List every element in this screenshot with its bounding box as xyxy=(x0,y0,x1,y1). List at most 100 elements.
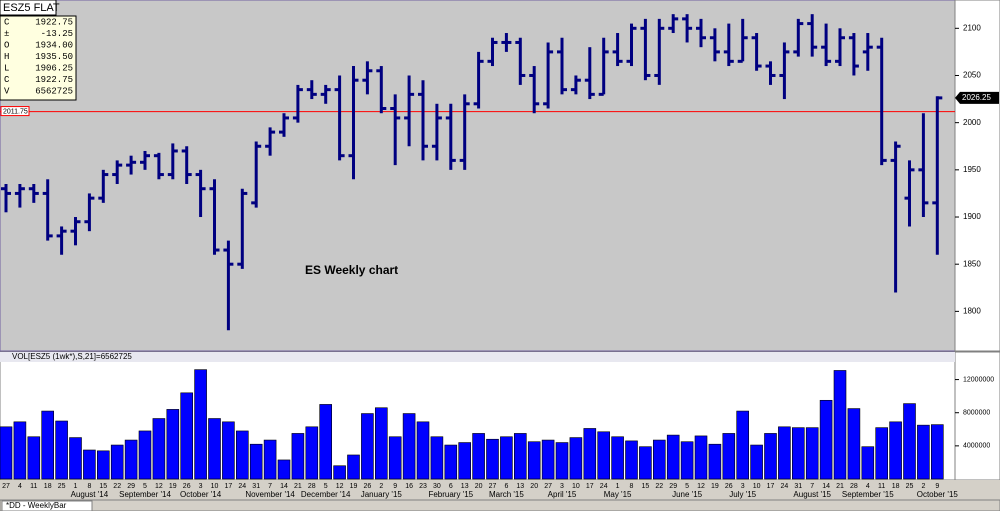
volume-bar xyxy=(875,427,889,480)
month-label: August '14 xyxy=(71,490,109,499)
x-tick-label: 15 xyxy=(99,483,107,490)
month-label: September '14 xyxy=(119,490,171,499)
x-tick-label: 22 xyxy=(113,483,121,490)
x-tick-label: 13 xyxy=(516,483,524,490)
x-tick-label: 17 xyxy=(767,483,775,490)
x-tick-label: 8 xyxy=(630,483,634,490)
x-tick-label: 31 xyxy=(252,483,260,490)
volume-bar xyxy=(597,431,611,480)
volume-bar xyxy=(361,413,374,480)
x-tick-label: 24 xyxy=(600,483,608,490)
volume-bar xyxy=(110,444,124,480)
reference-tag xyxy=(0,106,30,117)
volume-bar xyxy=(83,449,96,480)
volume-bar xyxy=(889,421,902,480)
x-tick-label: 29 xyxy=(669,483,677,490)
volume-bar xyxy=(402,413,416,480)
volume-bar xyxy=(569,437,583,480)
volume-bar xyxy=(277,459,291,480)
volume-title: VOL[ESZ5 (1wk*),S,21]=6562725 xyxy=(12,352,132,361)
volume-bar xyxy=(736,410,750,480)
month-label: January '15 xyxy=(361,490,403,499)
x-tick-label: 12 xyxy=(336,483,344,490)
x-tick-label: 8 xyxy=(87,483,91,490)
tab[interactable] xyxy=(1,500,93,511)
y-tick-label: 2000 xyxy=(963,118,981,127)
annotation: ES Weekly chart xyxy=(305,263,398,277)
volume-bar xyxy=(347,454,360,480)
x-tick-label: 3 xyxy=(741,483,745,490)
volume-bar xyxy=(764,433,777,480)
volume-bar xyxy=(180,392,193,480)
last-price-tag xyxy=(955,91,999,104)
x-tick-label: 3 xyxy=(199,483,203,490)
x-tick-label: 28 xyxy=(850,483,858,490)
volume-bar xyxy=(778,426,791,480)
volume-bar xyxy=(444,444,458,480)
month-label: October '14 xyxy=(180,490,222,499)
x-tick-label: 10 xyxy=(572,483,580,490)
x-tick-label: 3 xyxy=(560,483,564,490)
volume-bar xyxy=(917,424,930,480)
x-tick-label: 15 xyxy=(642,483,650,490)
info-key: L xyxy=(4,63,9,73)
volume-bar xyxy=(430,436,444,480)
volume-bar xyxy=(666,434,680,480)
x-tick-label: 25 xyxy=(58,483,66,490)
symbol-box xyxy=(0,0,57,16)
volume-header xyxy=(0,352,955,362)
x-tick-label: 7 xyxy=(268,483,272,490)
tab-label[interactable]: *DD - WeeklyBar xyxy=(6,501,67,510)
x-tick-label: 2 xyxy=(921,483,925,490)
x-tick-label: 26 xyxy=(183,483,191,490)
volume-bar xyxy=(791,427,805,480)
info-key: ± xyxy=(4,29,9,39)
volume-bar xyxy=(166,409,180,480)
volume-bar xyxy=(513,433,527,480)
x-tick-label: 28 xyxy=(308,483,316,490)
y-tick-label: 1900 xyxy=(963,212,981,221)
volume-bar xyxy=(555,442,569,480)
month-label: October '15 xyxy=(917,490,959,499)
reference-label: 2011.75 xyxy=(3,108,28,115)
info-value: 1922.75 xyxy=(35,17,73,27)
y-tick-label: 2100 xyxy=(963,23,981,32)
x-tick-label: 17 xyxy=(225,483,233,490)
volume-bar xyxy=(639,446,652,480)
x-tick-label: 12 xyxy=(155,483,163,490)
x-tick-label: 27 xyxy=(2,483,10,490)
volume-bar xyxy=(194,369,207,480)
x-tick-label: 2 xyxy=(379,483,383,490)
month-label: May '15 xyxy=(604,490,632,499)
x-tick-label: 23 xyxy=(419,483,427,490)
date-axis xyxy=(0,480,1000,500)
y-tick-label: 1950 xyxy=(963,165,981,174)
y-tick-label: 2050 xyxy=(963,71,981,80)
volume-bar xyxy=(930,424,944,480)
x-tick-label: 5 xyxy=(324,483,328,490)
volume-bar xyxy=(847,408,861,480)
x-tick-label: 10 xyxy=(753,483,761,490)
volume-bar xyxy=(291,433,305,480)
volume-bar xyxy=(124,439,138,480)
x-tick-label: 19 xyxy=(169,483,177,490)
x-tick-label: 17 xyxy=(586,483,594,490)
volume-bar xyxy=(708,443,722,480)
x-tick-label: 22 xyxy=(655,483,663,490)
x-tick-label: 30 xyxy=(433,483,441,490)
volume-bar xyxy=(222,421,235,480)
info-value: 1906.25 xyxy=(35,63,73,73)
volume-bar xyxy=(750,444,763,480)
volume-bar xyxy=(541,439,555,480)
x-tick-label: 25 xyxy=(906,483,914,490)
volume-bar xyxy=(236,430,249,480)
y-tick-label: 4000000 xyxy=(963,443,990,450)
x-tick-label: 1 xyxy=(616,483,620,490)
x-tick-label: 24 xyxy=(781,483,789,490)
x-tick-label: 6 xyxy=(504,483,508,490)
price-axis xyxy=(954,0,1000,352)
volume-bar xyxy=(69,437,82,480)
x-tick-label: 9 xyxy=(935,483,939,490)
x-tick-label: 9 xyxy=(393,483,397,490)
y-tick-label: 12000000 xyxy=(963,376,994,383)
